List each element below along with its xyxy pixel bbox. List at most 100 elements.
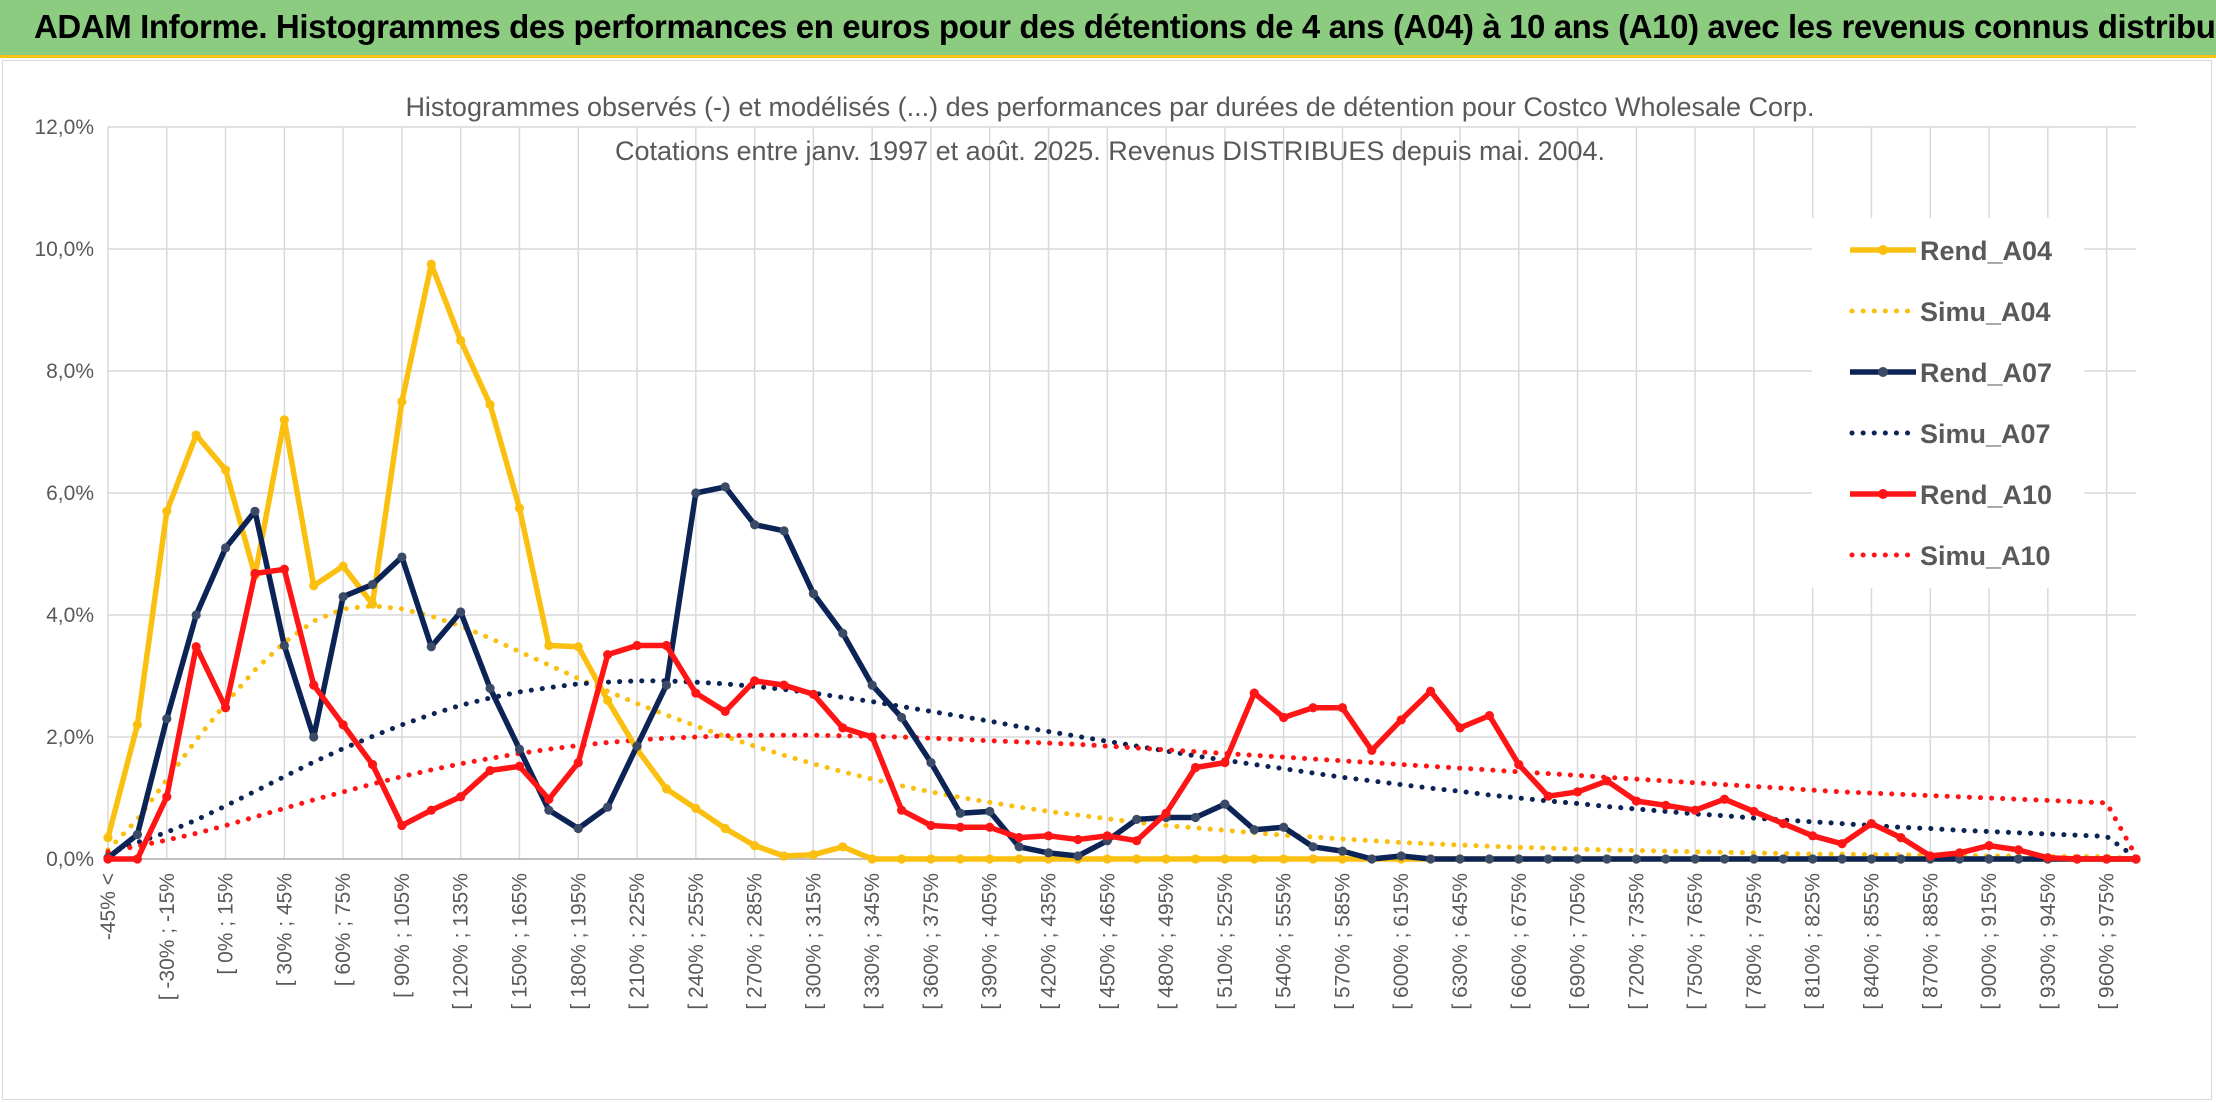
legend-marker [1878,245,1888,255]
data-point [544,805,554,815]
data-point [661,784,672,794]
data-point [279,415,289,425]
x-tick-label: [ 360% ; 375% [920,873,943,1010]
data-point [1455,854,1465,864]
data-point [1749,854,1759,864]
data-point [191,430,201,440]
series-Simu_A04 [105,603,2139,862]
data-point [955,854,965,864]
data-point [1308,703,1318,713]
data-point [985,854,995,864]
data-point [896,854,907,864]
data-point [1279,822,1289,832]
data-point [485,683,495,693]
data-point [1778,819,1788,829]
x-tick-label: [ 270% ; 285% [744,873,767,1010]
data-point [632,640,642,651]
legend-marker [1878,367,1888,377]
chart-legend: Rend_A04 Simu_A04 Rend_A07 Simu_A07 Rend_A10… [1812,218,2084,588]
data-point [426,259,436,269]
series-line-Rend_A10 [108,566,2136,862]
legend-label: Rend_A04 [1920,236,2052,266]
data-point [603,695,613,706]
data-point [367,599,378,609]
data-point [309,581,319,591]
legend-label: Rend_A10 [1920,480,2052,510]
data-point [1337,703,1348,713]
data-point [1572,787,1583,797]
data-point [1190,854,1201,864]
x-tick-label: [ 0% ; 15% [215,873,238,975]
data-point [808,850,818,860]
x-tick-label: [ 750% ; 765% [1684,873,1707,1010]
series-Rend_A07 [103,482,2141,864]
legend-item-Simu_A10: Simu_A10 [1849,541,2051,571]
x-tick-label: [ 390% ; 405% [979,873,1002,1010]
x-tick-label: [ 60% ; 75% [332,873,355,986]
data-point [867,854,877,864]
data-point [1484,711,1494,721]
data-point [1014,842,1024,852]
data-point [2102,854,2112,864]
data-point [1308,842,1318,852]
data-point [1308,854,1318,864]
x-tick-label: [ 570% ; 585% [1331,873,1354,1010]
data-point [397,552,407,562]
data-point [750,676,760,686]
data-point [1249,825,1259,835]
y-tick-label: 8,0% [46,360,94,383]
data-point [544,640,554,651]
x-tick-label: [ 30% ; 45% [273,873,296,986]
x-tick-label: [ 720% ; 735% [1625,873,1648,1010]
data-point [1426,854,1436,864]
data-point [103,854,113,864]
x-tick-label: [ 120% ; 135% [450,873,473,1010]
data-point [1337,854,1348,864]
y-tick-label: 4,0% [46,604,94,627]
data-point [573,823,583,834]
legend-marker [1878,489,1888,499]
x-tick-label: [ -30% ; -15% [156,873,179,1000]
data-point [779,680,789,690]
data-point [838,842,848,852]
x-tick-label: [ 90% ; 105% [391,873,414,998]
chart-frame [2,60,2212,1100]
data-point [1455,723,1465,733]
data-point [1661,854,1671,864]
data-point [162,714,172,724]
chart-series [103,259,2141,864]
data-point [661,680,672,690]
chart-subtitle: Cotations entre janv. 1997 et août. 2025… [615,136,1605,166]
x-tick-label: [ 540% ; 555% [1273,873,1296,1010]
data-point [926,820,936,831]
data-point [1102,854,1112,864]
data-point [2043,853,2053,863]
y-axis-ticks: 0,0% 2,0% 4,0% 6,0% 8,0% 10,0% 12,0% [34,116,94,871]
data-point [1631,796,1641,806]
data-point [1925,851,1935,861]
x-tick-label: [ 300% ; 315% [802,873,825,1010]
x-tick-label: [ 690% ; 705% [1567,873,1590,1010]
data-point [1690,854,1700,864]
data-point [1514,854,1524,864]
data-point [1631,854,1641,864]
series-Rend_A10 [103,564,2141,864]
data-point [926,758,936,768]
x-tick-label: [ 600% ; 615% [1390,873,1413,1010]
data-point [132,854,142,864]
data-point [1190,762,1201,773]
data-point [808,689,818,699]
data-point [1249,688,1259,698]
x-tick-label: [ 450% ; 465% [1096,873,1119,1010]
data-point [220,465,231,475]
data-point [985,822,995,832]
data-point [485,765,495,776]
legend-item-Simu_A04: Simu_A04 [1849,297,2051,327]
data-point [1014,833,1024,843]
data-point [103,833,113,843]
x-tick-label: [ 930% ; 945% [2037,873,2060,1010]
data-point [1279,712,1289,723]
data-point [1220,854,1230,864]
y-tick-label: 0,0% [46,848,94,871]
data-point [279,640,289,651]
